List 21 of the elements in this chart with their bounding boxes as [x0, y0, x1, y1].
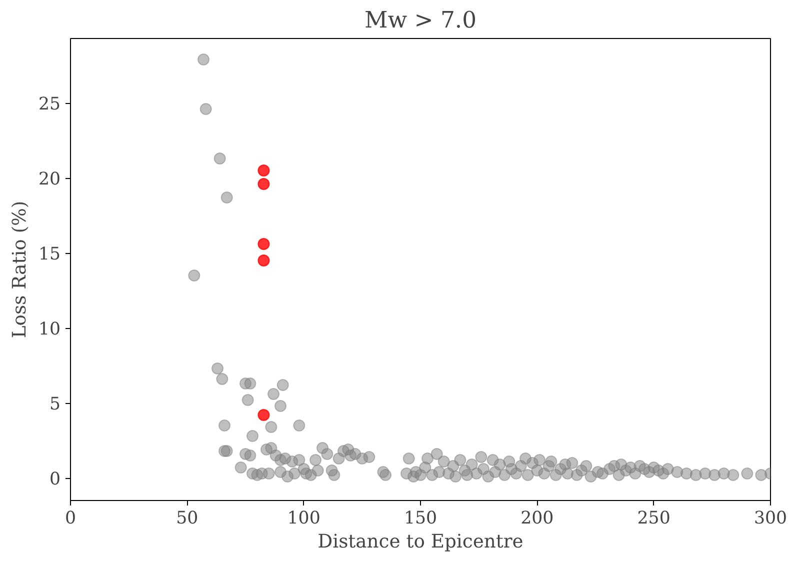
x-tick-label: 150: [404, 508, 438, 528]
point: [258, 164, 270, 176]
y-axis-title: Loss Ratio (%): [9, 200, 30, 338]
x-tick-label: 0: [64, 508, 76, 528]
x-axis-title: Distance to Epicentre: [318, 532, 524, 552]
point: [258, 409, 270, 421]
y-tick-label: 20: [38, 170, 61, 190]
point: [258, 238, 270, 250]
y-tick-label: 10: [38, 320, 61, 340]
y-tick-label: 25: [38, 94, 61, 114]
y-tick-label: 15: [38, 244, 61, 264]
x-tick-label: 50: [176, 508, 198, 528]
x-tick-label: 100: [287, 508, 320, 528]
x-tick-label: 200: [520, 508, 554, 528]
y-tick-label: 0: [49, 470, 61, 490]
y-tick-label: 5: [49, 394, 61, 414]
chart-title: Mw > 7.0: [364, 8, 477, 34]
point: [258, 178, 270, 190]
x-tick-label: 300: [754, 508, 788, 528]
x-tick-label: 250: [637, 508, 670, 528]
point: [258, 254, 270, 266]
